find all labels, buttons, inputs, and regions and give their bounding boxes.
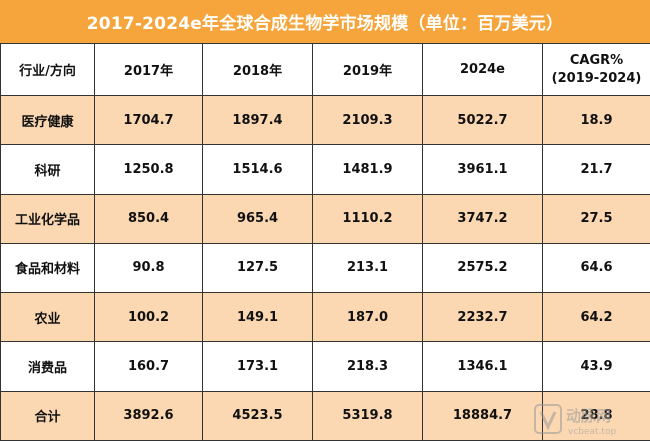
cell-2018: 4523.5 <box>202 390 313 441</box>
cell-cagr: 43.9 <box>542 341 650 392</box>
cell-2024e: 3747.2 <box>422 193 543 244</box>
table-row: 科研 1250.8 1514.6 1481.9 3961.1 21.7 <box>0 144 650 195</box>
cell-2017: 100.2 <box>94 292 203 343</box>
cell-2019: 1110.2 <box>312 193 423 244</box>
cell-cagr: 27.5 <box>542 193 650 244</box>
table-row: 农业 100.2 149.1 187.0 2232.7 64.2 <box>0 292 650 343</box>
cell-2017: 160.7 <box>94 341 203 392</box>
header-2019: 2019年 <box>312 43 423 96</box>
cell-2019: 5319.8 <box>312 390 423 441</box>
cell-2017: 850.4 <box>94 193 203 244</box>
cell-2019: 218.3 <box>312 341 423 392</box>
row-label: 科研 <box>0 144 95 195</box>
table-row: 医疗健康 1704.7 1897.4 2109.3 5022.7 18.9 <box>0 94 650 146</box>
row-label: 农业 <box>0 292 95 343</box>
cell-2024e: 5022.7 <box>422 94 543 146</box>
header-cagr: CAGR% (2019-2024) <box>542 43 650 96</box>
cell-2018: 965.4 <box>202 193 313 244</box>
cell-2018: 173.1 <box>202 341 313 392</box>
cell-2018: 127.5 <box>202 242 313 294</box>
table-row: 工业化学品 850.4 965.4 1110.2 3747.2 27.5 <box>0 193 650 244</box>
cell-2019: 2109.3 <box>312 94 423 146</box>
cell-2024e: 18884.7 <box>422 390 543 441</box>
header-sector: 行业/方向 <box>0 43 95 96</box>
row-label: 医疗健康 <box>0 94 95 146</box>
cell-2019: 213.1 <box>312 242 423 294</box>
header-2024e: 2024e <box>422 43 543 96</box>
cell-2024e: 1346.1 <box>422 341 543 392</box>
market-size-table: 行业/方向 2017年 2018年 2019年 2024e CAGR% (201… <box>0 43 650 441</box>
row-label: 合计 <box>0 390 95 441</box>
cell-cagr: 28.8 <box>542 390 650 441</box>
header-cagr-period: (2019-2024) <box>551 70 642 86</box>
table-row: 消费品 160.7 173.1 218.3 1346.1 43.9 <box>0 341 650 392</box>
header-2018: 2018年 <box>202 43 313 96</box>
table-row: 食品和材料 90.8 127.5 213.1 2575.2 64.6 <box>0 242 650 294</box>
cell-2024e: 2575.2 <box>422 242 543 294</box>
cell-2018: 149.1 <box>202 292 313 343</box>
cell-cagr: 64.2 <box>542 292 650 343</box>
cell-cagr: 21.7 <box>542 144 650 195</box>
row-label: 食品和材料 <box>0 242 95 294</box>
row-label: 消费品 <box>0 341 95 392</box>
cell-cagr: 64.6 <box>542 242 650 294</box>
cell-2024e: 2232.7 <box>422 292 543 343</box>
header-2017: 2017年 <box>94 43 203 96</box>
cell-2019: 1481.9 <box>312 144 423 195</box>
cell-2017: 1704.7 <box>94 94 203 146</box>
cell-2024e: 3961.1 <box>422 144 543 195</box>
cell-cagr: 18.9 <box>542 94 650 146</box>
header-cagr-label: CAGR% <box>569 52 624 68</box>
cell-2017: 3892.6 <box>94 390 203 441</box>
row-label: 工业化学品 <box>0 193 95 244</box>
table-title: 2017-2024e年全球合成生物学市场规模（单位：百万美元） <box>0 0 650 43</box>
cell-2017: 1250.8 <box>94 144 203 195</box>
cell-2019: 187.0 <box>312 292 423 343</box>
table-row-total: 合计 3892.6 4523.5 5319.8 18884.7 28.8 <box>0 390 650 441</box>
cell-2018: 1514.6 <box>202 144 313 195</box>
table-header-row: 行业/方向 2017年 2018年 2019年 2024e CAGR% (201… <box>0 43 650 96</box>
cell-2017: 90.8 <box>94 242 203 294</box>
cell-2018: 1897.4 <box>202 94 313 146</box>
